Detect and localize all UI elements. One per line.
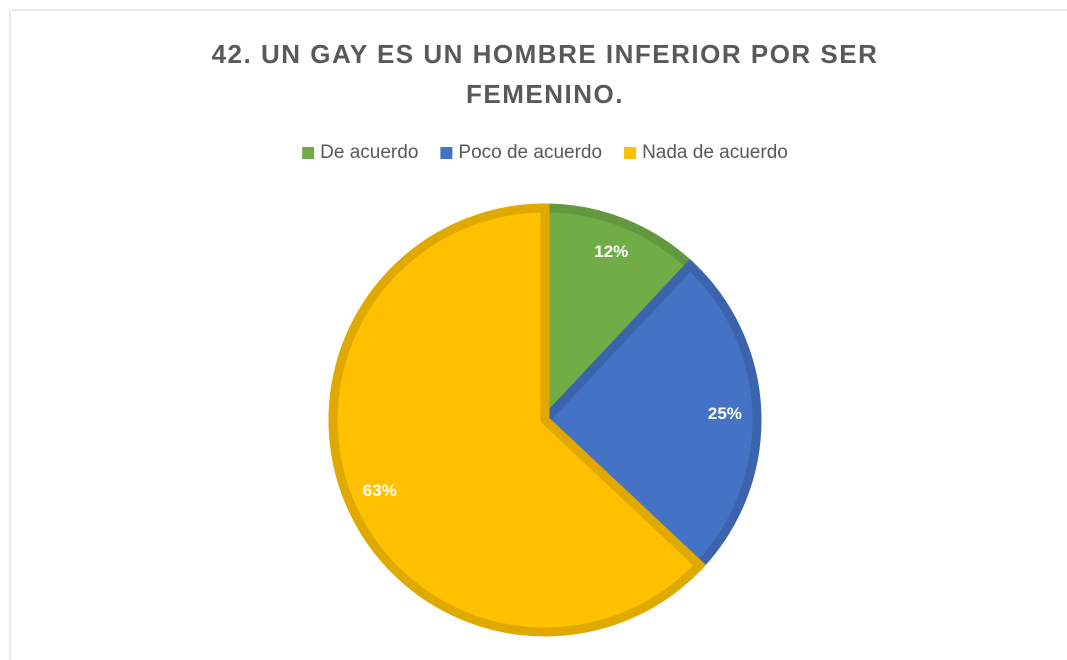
legend-swatch (624, 147, 637, 159)
legend-swatch (302, 147, 315, 159)
legend-label: Poco de acuerdo (458, 142, 602, 163)
legend-label: De acuerdo (320, 142, 418, 163)
legend-label: Nada de acuerdo (642, 142, 788, 163)
pie-slice (328, 203, 706, 637)
value-label: 25% (708, 404, 742, 423)
legend-swatch (440, 147, 453, 159)
value-label: 12% (594, 242, 628, 261)
pie-slice (538, 259, 762, 572)
pie-slice (540, 203, 697, 432)
chart-border (9, 9, 1067, 660)
chart-title: 42. UN GAY ES UN HOMBRE INFERIOR POR SER… (211, 39, 879, 109)
value-label: 63% (363, 481, 397, 500)
